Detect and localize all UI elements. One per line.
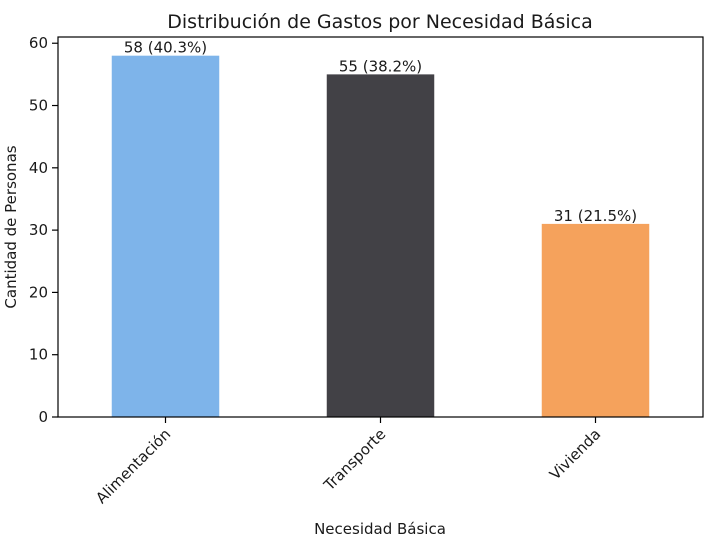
y-tick-label: 0 [38, 408, 48, 426]
y-axis-label: Cantidad de Personas [2, 145, 20, 308]
plot-frame [57, 36, 704, 418]
bars-group [111, 55, 650, 418]
bar-data-label: 58 (40.3%) [124, 39, 207, 57]
x-tick-label: Alimentación [92, 425, 174, 507]
y-axis: 0 10 20 30 40 50 60 [29, 34, 58, 426]
x-tick-label: Transporte [320, 425, 390, 495]
x-axis: Alimentación Transporte Vivienda [92, 417, 604, 507]
y-tick-label: 30 [29, 221, 48, 239]
y-tick-label: 20 [29, 283, 48, 301]
y-tick-label: 10 [29, 346, 48, 364]
y-tick-label: 60 [29, 34, 48, 52]
x-tick-label: Vivienda [546, 425, 604, 483]
y-tick-label: 40 [29, 159, 48, 177]
bar-alimentación [111, 55, 220, 417]
bar-transporte [326, 74, 435, 418]
y-tick-label: 50 [29, 97, 48, 115]
bar-vivienda [541, 223, 650, 417]
data-labels-group: 58 (40.3%) 55 (38.2%) 31 (21.5%) [124, 39, 637, 225]
x-axis-label: Necesidad Básica [314, 520, 446, 538]
chart-title: Distribución de Gastos por Necesidad Bás… [167, 11, 592, 33]
bar-data-label: 55 (38.2%) [339, 57, 422, 75]
bar-data-label: 31 (21.5%) [554, 207, 637, 225]
